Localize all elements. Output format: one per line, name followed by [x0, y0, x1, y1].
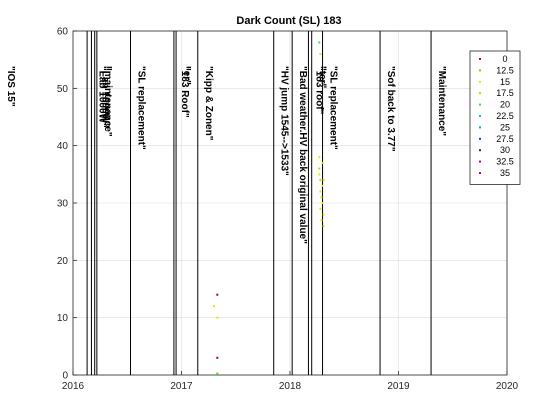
legend-label: 20: [500, 100, 510, 110]
y-tick-label: 40: [57, 141, 69, 152]
legend-label: 30: [500, 145, 510, 155]
legend-label: 22.5: [496, 111, 514, 121]
legend-marker: [479, 69, 481, 72]
y-tick-label: 0: [62, 371, 68, 382]
data-point: [322, 179, 325, 182]
legend-label: 27.5: [496, 134, 514, 144]
legend-label: 35: [500, 168, 510, 178]
legend-marker: [479, 103, 481, 106]
event-label: "er": [181, 66, 192, 85]
legend-label: 17.5: [496, 88, 514, 98]
legend-label: 12.5: [496, 65, 514, 75]
data-point: [322, 224, 325, 227]
event-label: "Lab 1000W": [96, 66, 107, 128]
event-label: "Sof back to 3.77": [385, 66, 396, 152]
event-label: "183 Roof": [179, 66, 190, 118]
legend-marker: [479, 126, 481, 129]
event-label: "HV jump 1545-->1533": [279, 66, 290, 176]
legend-marker: [479, 172, 481, 174]
legend-marker: [479, 137, 481, 140]
y-tick-label: 50: [57, 84, 69, 95]
event-label: "maintenance": [102, 66, 113, 137]
data-point: [216, 372, 219, 375]
data-point: [318, 41, 321, 44]
event-label: "Lab 1000W": [100, 66, 111, 128]
data-point: [213, 305, 216, 308]
data-point: [322, 213, 325, 216]
x-tick-label: 2017: [170, 381, 193, 392]
data-point: [319, 207, 322, 210]
y-tick-label: 20: [57, 256, 69, 267]
x-tick-label: 2019: [387, 381, 410, 392]
data-point: [321, 202, 324, 204]
data-point: [216, 316, 219, 319]
y-tick-label: 10: [57, 313, 69, 324]
data-point: [321, 184, 324, 187]
legend-label: 0: [502, 54, 507, 64]
legend-box: [469, 50, 521, 185]
event-label: "SL replacement": [136, 66, 147, 150]
grid-lines: [72, 30, 508, 376]
legend-marker: [479, 80, 481, 83]
data-point: [216, 356, 219, 359]
legend-label: 32.5: [496, 157, 514, 167]
data-point: [318, 156, 321, 159]
legend-marker: [479, 92, 481, 95]
data-point: [319, 179, 322, 182]
y-tick-label: 60: [57, 27, 69, 38]
data-point: [320, 219, 323, 222]
legend-label: 15: [500, 77, 510, 87]
legend-marker: [479, 58, 481, 60]
legend-marker: [479, 149, 481, 152]
chart-title: Dark Count (SL) 183: [236, 15, 341, 27]
x-tick-label: 2016: [62, 381, 85, 392]
y-tick-label: 30: [57, 199, 69, 210]
legend-marker: [479, 115, 481, 117]
data-points: [213, 41, 325, 375]
event-markers: "IOS 15" "Lab 1000W""Lab 1000W""maintenan…: [5, 31, 447, 375]
event-label: "SL replacement": [328, 66, 339, 150]
data-point: [319, 52, 322, 55]
data-point: [318, 167, 321, 170]
data-point: [318, 173, 321, 176]
event-label: "Maintenance": [436, 66, 447, 136]
legend-label: 25: [500, 122, 510, 132]
event-label: "Kipp & Zonen": [203, 66, 214, 141]
x-tick-label: 2018: [279, 381, 302, 392]
data-point: [319, 190, 322, 193]
legend-marker: [479, 160, 481, 163]
data-point: [321, 161, 324, 164]
x-tick-label: 2020: [496, 381, 519, 392]
data-point: [320, 196, 323, 199]
axis-ticks: 2016 2017 2018 2019 2020 0 10 20 30 40 50 60: [57, 27, 519, 393]
data-point: [216, 293, 219, 296]
event-label: "183 roof": [313, 66, 324, 115]
event-label: "IOS 15": [5, 66, 16, 107]
event-label: "Bad weather.HV back original value": [297, 66, 308, 244]
